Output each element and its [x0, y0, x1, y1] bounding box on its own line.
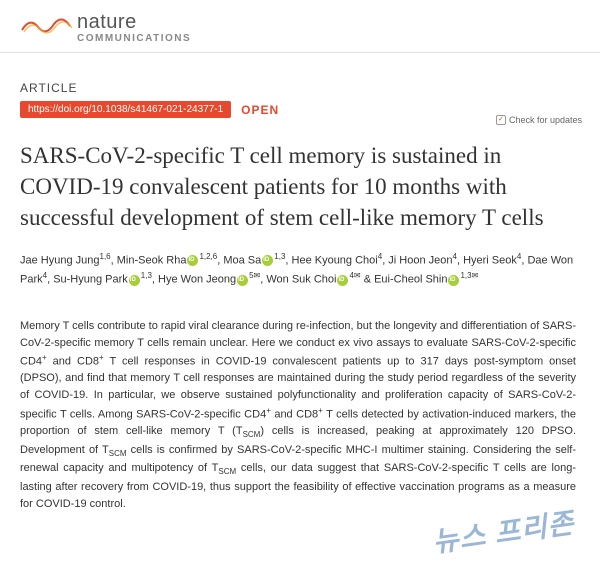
doi-link[interactable]: https://doi.org/10.1038/s41467-021-24377… — [20, 101, 231, 118]
orcid-icon — [337, 275, 348, 286]
check-icon — [496, 115, 506, 125]
article-meta: ARTICLE https://doi.org/10.1038/s41467-0… — [0, 53, 600, 130]
article-title: SARS-CoV-2-specific T cell memory is sus… — [0, 130, 600, 233]
check-updates-label: Check for updates — [509, 115, 582, 125]
orcid-icon — [448, 275, 459, 286]
orcid-icon — [237, 275, 248, 286]
journal-name: nature — [77, 12, 191, 32]
orcid-icon — [129, 275, 140, 286]
orcid-icon — [262, 255, 273, 266]
article-type-label: ARTICLE — [20, 81, 580, 95]
journal-logo: nature COMMUNICATIONS — [20, 12, 580, 44]
abstract-text: Memory T cells contribute to rapid viral… — [0, 290, 600, 513]
journal-subtitle: COMMUNICATIONS — [77, 34, 191, 44]
nature-wave-icon — [20, 12, 75, 37]
author-list: Jae Hyung Jung1,6, Min-Seok Rha1,2,6, Mo… — [0, 233, 600, 290]
journal-name-block: nature COMMUNICATIONS — [77, 12, 191, 44]
orcid-icon — [187, 255, 198, 266]
open-access-label: OPEN — [241, 103, 279, 117]
journal-header: nature COMMUNICATIONS — [0, 0, 600, 53]
check-updates-button[interactable]: Check for updates — [496, 115, 582, 125]
